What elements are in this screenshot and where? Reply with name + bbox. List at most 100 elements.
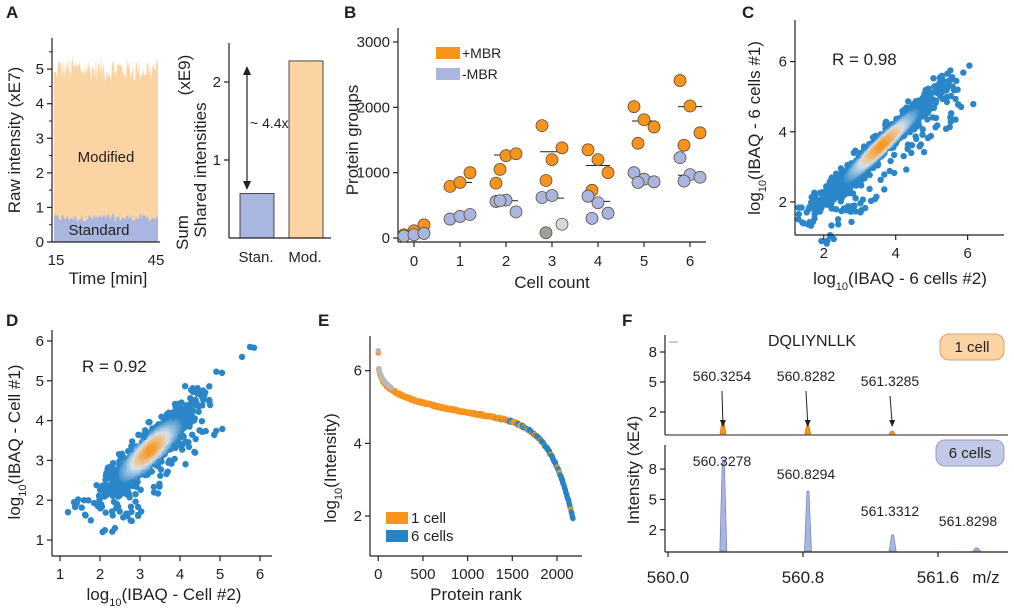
point-no-mbr <box>591 196 605 210</box>
panel-c-xtick-label: 4 <box>892 245 900 262</box>
panel-f-top-ytick-label: 8 <box>649 344 657 361</box>
scatter-point <box>834 216 842 223</box>
scatter-point <box>182 408 189 416</box>
scatter-point <box>142 427 149 434</box>
scatter-point <box>916 143 923 150</box>
scatter-point <box>943 98 951 106</box>
scatter-point <box>903 104 910 111</box>
scatter-point <box>157 472 164 479</box>
legend-label-mbr: +MBR <box>462 45 501 61</box>
scatter-point <box>832 206 840 213</box>
scatter-point <box>87 517 95 524</box>
scatter-point <box>943 85 951 93</box>
scatter-point <box>908 149 915 157</box>
legend-label-no-mbr: -MBR <box>462 66 498 82</box>
panel-b-ytick-label: 1000 <box>357 165 390 182</box>
scatter-point <box>134 503 142 511</box>
scatter-point <box>189 414 196 421</box>
panel-c-label: C <box>742 3 754 22</box>
scatter-point <box>119 489 127 497</box>
panel-c: C 2 4 6 2 4 6 log10(IBAQ - 6 cells #2) log10(IB… <box>742 3 1004 293</box>
scatter-point <box>120 514 127 521</box>
scatter-point <box>140 434 148 441</box>
scatter-point <box>819 191 826 198</box>
scatter-point <box>145 419 152 426</box>
scatter-point <box>866 185 873 193</box>
scatter-point <box>187 386 195 394</box>
panel-e: E 2 4 6 0 500 1000 1500 2000 Protein rank 1 cell6… <box>318 311 582 604</box>
panel-f-ylabel: Intensity (xE4) <box>624 416 643 525</box>
scatter-point <box>837 198 844 205</box>
badge-6-cells <box>935 439 1005 467</box>
point-mbr <box>631 136 645 150</box>
scatter-point <box>146 447 153 454</box>
scatter-point <box>930 75 937 82</box>
scatter-point <box>848 218 855 226</box>
point-mbr <box>545 153 559 167</box>
scatter-point <box>929 96 936 103</box>
panel-b-xtick-label: 0 <box>410 253 418 270</box>
point-mbr <box>647 120 661 134</box>
panel-e-xtick-label: 0 <box>374 566 382 583</box>
panel-e-ylabel: log10(Intensity) <box>321 413 345 523</box>
panel-d-ytick-label: 2 <box>36 492 44 509</box>
peak-arrow-1-cell <box>805 390 809 425</box>
panel-a-ylabel: Raw intensity (xE7) <box>5 67 24 213</box>
scatter-point <box>948 74 956 81</box>
panel-e-ytick-label: 4 <box>354 435 362 452</box>
panel-d-xtick-label: 3 <box>136 566 144 583</box>
scatter-point <box>805 206 812 213</box>
point-no-mbr <box>677 174 691 188</box>
scatter-point <box>866 171 873 179</box>
rank-point-6-cells <box>570 515 576 522</box>
scatter-point <box>109 487 117 495</box>
panel-d-ytick-label: 5 <box>36 373 44 390</box>
panel-d-chart: 1 2 3 4 5 6 1 2 3 4 5 6 log10(IBAQ - Cell #2) log10(I… <box>5 330 272 608</box>
scatter-point <box>873 193 880 200</box>
panel-f-top-ytick-label: 5 <box>649 374 657 391</box>
scatter-point <box>81 511 89 518</box>
scatter-point <box>70 499 78 506</box>
panel-c-ytick-label: 6 <box>779 54 787 71</box>
scatter-point <box>126 494 133 501</box>
scatter-point <box>795 210 802 218</box>
panel-d-ytick-label: 3 <box>36 452 44 469</box>
peak-arrowhead-1-cell <box>889 420 896 427</box>
scatter-point <box>185 443 193 450</box>
scatter-point <box>78 504 85 511</box>
scatter-point <box>150 483 158 491</box>
scatter-point <box>852 208 859 215</box>
badge-6-cells-text: 6 cells <box>949 445 992 462</box>
panel-c-r-value: R = 0.98 <box>832 50 897 69</box>
panel-c-ylabel: log10(IBAQ - 6 cells #1) <box>745 41 769 215</box>
point-no-mbr <box>601 206 615 220</box>
panel-e-label: E <box>318 311 329 330</box>
scatter-point <box>213 427 220 435</box>
scatter-point <box>817 196 824 204</box>
panel-b-ylabel: Protein groups <box>343 85 362 196</box>
scatter-point <box>238 353 246 361</box>
panel-d-ytick-label: 6 <box>36 333 44 350</box>
scatter-point <box>109 528 116 535</box>
scatter-point <box>852 195 859 202</box>
badge-1-cell-text: 1 cell <box>954 339 989 356</box>
point-no-mbr <box>581 189 595 203</box>
scatter-point <box>938 72 946 80</box>
scatter-point <box>163 411 171 418</box>
scatter-point <box>96 496 103 503</box>
scatter-point <box>64 508 72 516</box>
scatter-point <box>925 85 932 92</box>
scatter-point <box>150 489 158 496</box>
scatter-point <box>808 199 815 206</box>
panel-a-bar-ytick-label: 1 <box>213 152 221 169</box>
scatter-point <box>905 98 912 105</box>
peak-label-6-cells: 560.3278 <box>693 453 752 469</box>
point-no-mbr <box>585 211 599 225</box>
point-no-mbr <box>417 227 431 240</box>
scatter-point <box>844 203 852 210</box>
scatter-point <box>952 116 959 123</box>
panel-b-chart: 0 1000 2000 3000 0 1 2 3 4 5 6 Cell count Protein gr… <box>343 28 707 292</box>
bar-label-stan: Stan. <box>238 249 273 266</box>
legend-swatch-no-mbr <box>436 68 460 80</box>
